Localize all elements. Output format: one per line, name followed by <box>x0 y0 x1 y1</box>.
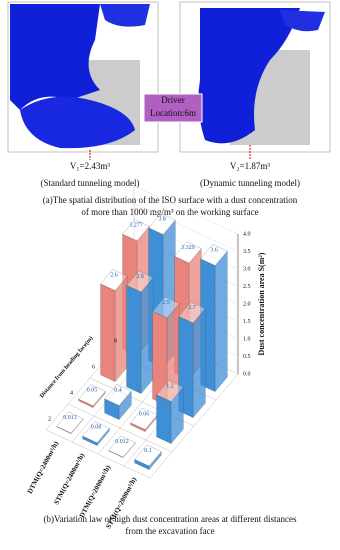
bar-top <box>178 301 206 324</box>
dust-surface <box>280 10 325 32</box>
y-tick-label: 4 <box>70 390 73 396</box>
bar-top <box>82 421 110 443</box>
z-axis-title: Dust concentration area S(m²) <box>257 252 266 355</box>
bar-side <box>115 275 128 382</box>
bar <box>152 296 180 406</box>
bar <box>104 384 132 420</box>
driver-box <box>143 93 203 123</box>
grid-line <box>133 185 239 235</box>
driver-label: Driver <box>161 95 185 105</box>
bar-top <box>152 296 180 319</box>
series-label: DTM(Q=2400m³/h) <box>26 439 61 495</box>
dust-surface <box>100 4 150 27</box>
right-render <box>179 1 331 153</box>
value-label: 0.1 <box>144 448 152 454</box>
base-grid <box>45 429 151 479</box>
z-tick-label: 3.5 <box>243 249 251 255</box>
bar-face <box>156 394 172 444</box>
z-tick-label: 3.0 <box>243 266 251 272</box>
bar-side <box>193 308 206 418</box>
bar-top <box>100 269 128 291</box>
base-grid <box>67 403 173 453</box>
bar-top <box>156 380 184 402</box>
y-tick-label: 6 <box>92 364 95 370</box>
series-label: STM(Q=2400m³/h) <box>52 451 86 506</box>
z-tick-label: 1.0 <box>243 336 251 342</box>
value-label: 3.8 <box>158 216 166 222</box>
value-label: 3.277 <box>129 223 143 229</box>
value-label: 3.329 <box>181 245 195 251</box>
volume-label: V₁=2.43m³ <box>70 161 110 171</box>
value-label: 0.06 <box>139 411 150 417</box>
z-tick-label: 4.0 <box>243 231 251 237</box>
bar-side <box>141 277 154 394</box>
z-tick-label: 1.5 <box>243 319 251 325</box>
bar-top <box>78 384 106 407</box>
series-label: DTM(Q=2000m³/h) <box>78 463 113 519</box>
bar-side <box>215 250 228 392</box>
y-tick-label: 2 <box>48 416 51 422</box>
z-tick-label: 0.0 <box>243 371 251 377</box>
bar-top <box>122 219 150 242</box>
y-tick-label: 8 <box>114 338 117 344</box>
value-label: 0.013 <box>63 415 77 421</box>
value-label: 0.4 <box>114 387 122 393</box>
bar <box>100 269 128 382</box>
z-tick-label: 2.5 <box>243 284 251 290</box>
z-tick-label: 2.0 <box>243 301 251 307</box>
bar <box>134 444 162 470</box>
bar-face <box>126 285 142 394</box>
bar <box>156 380 184 444</box>
bar3d-chart: 0.0 0.5 1.0 1.5 2.0 2.5 3.0 3.5 4.0 Dust concentr… <box>26 185 266 530</box>
bar <box>178 301 206 418</box>
bar <box>126 270 154 394</box>
volume-label: V₂=1.87m³ <box>230 161 270 171</box>
model-label: (Dynamic tunneling model) <box>200 178 300 188</box>
model-label: (Standard tunneling model) <box>41 178 140 188</box>
bar <box>108 435 136 458</box>
value-label: 3.6 <box>210 247 218 253</box>
driver-label: Location:6m <box>150 108 196 118</box>
bar-top <box>174 241 202 264</box>
dust-surface <box>198 8 300 144</box>
dust-surface <box>10 4 100 110</box>
bar-top <box>56 411 84 434</box>
bar-top <box>108 435 136 458</box>
value-label: 2.5 <box>162 300 170 306</box>
bar-top <box>200 244 228 266</box>
z-tick-label: 0.5 <box>243 354 251 360</box>
value-label: 1.2 <box>166 383 174 389</box>
caption: of more than 1000 mg/m³ on the working s… <box>81 207 258 217</box>
bar <box>130 408 158 432</box>
bar-top <box>134 444 162 467</box>
value-label: 2.6 <box>110 272 118 278</box>
value-label: 0.08 <box>91 425 102 431</box>
bar <box>82 421 110 446</box>
left-render <box>7 1 159 153</box>
caption: (b)Variation law of high dust concentrat… <box>44 514 297 524</box>
bar <box>78 384 106 408</box>
bar-top <box>148 213 176 235</box>
value-label: 0.012 <box>115 439 129 445</box>
dust-surface <box>20 96 135 149</box>
caption: from the excavation face <box>125 526 214 536</box>
bar-top <box>104 384 132 406</box>
value-label: 2.9 <box>136 274 144 280</box>
bar-face <box>100 283 116 382</box>
grid-line <box>133 203 239 252</box>
value-label: 2.7 <box>188 305 196 311</box>
bar <box>56 411 84 434</box>
value-label: 0.05 <box>87 388 98 394</box>
caption: (a)The spatial distribution of the ISO s… <box>43 195 298 205</box>
bar-top <box>126 270 154 293</box>
